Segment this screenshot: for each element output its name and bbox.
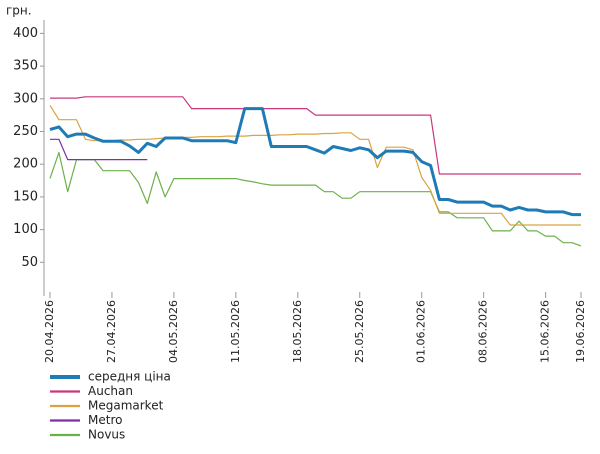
x-tick-label: 15.06.2026	[539, 300, 552, 363]
y-tick-label: 250	[13, 124, 38, 139]
series-line	[50, 96, 581, 175]
y-axis-label: грн.	[6, 4, 32, 18]
legend-label: Novus	[88, 428, 125, 442]
x-tick-label: 25.05.2026	[353, 300, 366, 363]
x-tick-label: 19.06.2026	[574, 300, 587, 363]
series-line	[49, 107, 581, 217]
x-tick-label: 20.04.2026	[43, 300, 56, 363]
y-tick-label: 200	[13, 157, 38, 172]
y-tick-label: 100	[13, 222, 38, 237]
y-tick-label: 400	[13, 26, 38, 41]
legend-label: Megamarket	[88, 399, 164, 413]
x-tick-label: 08.06.2026	[477, 300, 490, 363]
x-tick-label: 01.06.2026	[415, 300, 428, 363]
y-tick-label: 50	[21, 255, 38, 270]
legend-label: Auchan	[88, 384, 133, 398]
legend-label: Metro	[88, 413, 122, 427]
x-tick-label: 27.04.2026	[105, 300, 118, 363]
x-tick-label: 04.05.2026	[167, 300, 180, 363]
series-line	[49, 151, 582, 247]
series-line	[50, 138, 148, 161]
y-tick-label: 350	[13, 59, 38, 74]
y-tick-label: 300	[13, 91, 38, 106]
x-tick-label: 11.05.2026	[229, 300, 242, 363]
series-line	[49, 104, 581, 226]
x-tick-label: 18.05.2026	[291, 300, 304, 363]
y-tick-label: 150	[13, 189, 38, 204]
legend-label: середня ціна	[88, 370, 171, 384]
